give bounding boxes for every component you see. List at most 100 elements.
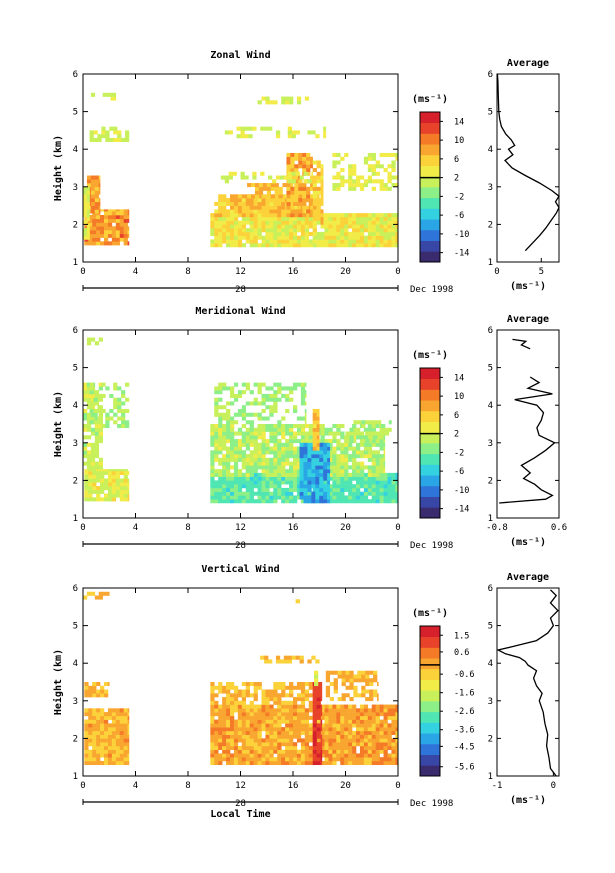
heatmap-cell [281,194,286,199]
heatmap-cell [261,454,266,459]
heatmap-cell [387,480,392,485]
heatmap-cell [273,487,278,492]
heatmap-cell [320,682,323,687]
heatmap-cell [226,693,231,698]
heatmap-cell [328,760,333,766]
heatmap-cell [230,734,235,739]
heatmap-cell [96,233,101,238]
heatmap-cell [391,712,396,717]
heatmap-cell [348,491,353,496]
heatmap-cell [266,190,271,195]
heatmap-cell [261,469,266,474]
heatmap-cell [320,760,325,766]
heatmap-cell [119,226,124,231]
heatmap-cell [261,760,266,766]
heatmap-cell [269,427,274,432]
heatmap-cell [286,209,291,214]
heatmap-cell [387,742,392,747]
heatmap-cell [253,738,258,743]
heatmap-cell [214,243,219,248]
heatmap-cell [307,472,312,477]
heatmap-cell [226,201,231,206]
heatmap-cell [285,469,290,474]
heatmap-cell [127,489,130,494]
heatmap-cell [214,723,219,728]
heatmap-cell [273,424,278,429]
heatmap-cell [332,495,337,500]
heatmap-cell [285,742,290,747]
heatmap-cell [101,424,106,429]
heatmap-cell [86,450,92,455]
heatmap-cell [210,450,215,455]
heatmap-cell [222,235,227,240]
heatmap-cell [96,689,101,694]
heatmap-cell [283,659,289,664]
heatmap-cell [344,719,349,724]
heatmap-cell [245,757,250,762]
heatmap-cell [387,723,392,728]
y-tick-label: 4 [73,659,78,669]
heatmap-cell [265,487,270,492]
heatmap-cell [245,712,250,717]
heatmap-cell [104,753,109,758]
heatmap-cell [245,412,250,417]
heatmap-cell [320,209,324,214]
heatmap-cell [387,491,392,496]
heatmap-cell [218,745,223,750]
heatmap-cell [348,484,353,489]
heatmap-cell [100,226,105,231]
heatmap-cell [340,708,345,713]
heatmap-cell [277,239,282,244]
heatmap-cell [387,213,392,218]
heatmap-cell [356,484,361,489]
heatmap-cell [336,461,341,466]
heatmap-cell [391,753,396,758]
heatmap-cell [100,734,105,739]
heatmap-cell [306,186,311,191]
heatmap-cell [94,450,100,455]
heatmap-cell [312,160,317,165]
heatmap-cell [237,439,243,444]
heatmap-cell [249,205,254,210]
heatmap-cell [328,753,333,758]
heatmap-cell [323,487,328,492]
heatmap-cell [387,738,392,743]
heatmap-cell [285,704,290,709]
heatmap-cell [253,228,258,233]
heatmap-cell [363,719,369,724]
heatmap-cell [320,168,324,173]
heatmap-cell [287,171,292,176]
heatmap-cell [257,450,262,455]
heatmap-cell [253,685,258,690]
heatmap-cell [233,420,239,425]
heatmap-cell [344,465,349,470]
heatmap-cell [340,450,345,455]
heatmap-cell [363,742,369,747]
heatmap-cell [352,465,357,470]
colorbar-tick-label: -2 [454,448,464,458]
heatmap-cell [249,760,254,766]
heatmap-cell [257,386,262,391]
heatmap-cell [253,499,258,504]
heatmap-cell [218,499,223,504]
heatmap-cell [383,484,388,489]
heatmap-cell [241,228,247,233]
heatmap-cell [310,213,313,218]
heatmap-cell [261,753,266,758]
heatmap-cell [253,723,258,728]
heatmap-cell [324,243,329,248]
heatmap-cell [214,738,219,743]
heatmap-cell [222,480,227,485]
heatmap-cell [273,727,278,732]
heatmap-cell [230,484,235,489]
heatmap-cell [222,734,227,739]
heatmap-cell [230,472,235,477]
heatmap-cell [210,712,215,717]
heatmap-cell [107,742,113,747]
heatmap-cell [344,487,349,492]
heatmap-cell [371,186,376,191]
colorbar-swatch [420,765,440,777]
heatmap-cell [233,465,239,470]
heatmap-cell [265,734,270,739]
heatmap-cell [310,186,313,191]
